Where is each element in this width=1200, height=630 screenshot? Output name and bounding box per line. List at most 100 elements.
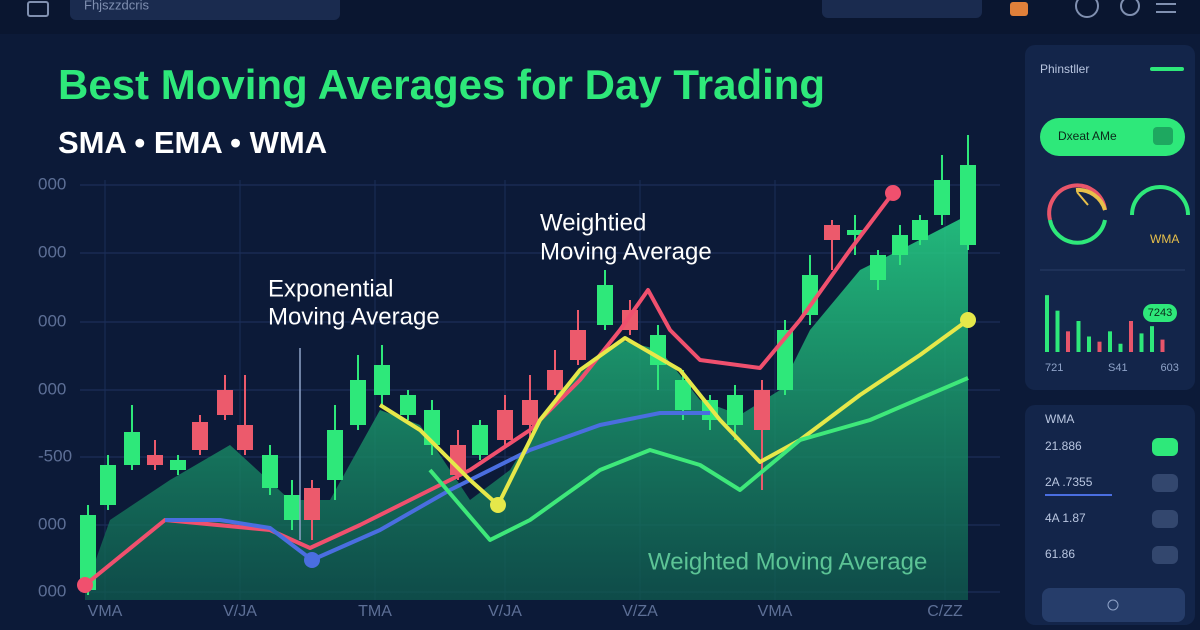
ma-line xyxy=(83,191,895,587)
mini-bar xyxy=(1066,331,1070,352)
mini-label: S41 xyxy=(1108,362,1128,374)
candle-body xyxy=(472,425,488,455)
gauge xyxy=(1130,185,1190,216)
icon[interactable] xyxy=(27,1,49,17)
candle-body xyxy=(892,235,908,255)
candle-body xyxy=(100,465,116,505)
candle-body xyxy=(124,432,140,465)
ma-point xyxy=(885,185,901,201)
search-box[interactable] xyxy=(70,0,340,20)
badge xyxy=(1143,304,1177,322)
y-tick-label: 000 xyxy=(38,242,66,261)
candle-body xyxy=(350,380,366,425)
candle-body xyxy=(192,422,208,450)
y-tick-label: 000 xyxy=(38,514,66,533)
row-label: 4A 1.87 xyxy=(1045,511,1086,525)
y-tick-label: -500 xyxy=(38,446,72,465)
search-text: Fhjszzdcris xyxy=(84,0,150,12)
title: Best Moving Averages for Day Trading xyxy=(58,61,825,108)
candle-body xyxy=(960,165,976,245)
row-label: 21.886 xyxy=(1045,439,1082,453)
x-tick-label: V/JA xyxy=(223,603,257,620)
ma-point xyxy=(304,552,320,568)
toggle[interactable] xyxy=(1150,67,1184,71)
x-tick-label: C/ZZ xyxy=(927,603,963,620)
candle-body xyxy=(870,255,886,280)
ma-line xyxy=(378,318,970,507)
panel-title: Phinstller xyxy=(1040,62,1089,76)
candle-body xyxy=(450,445,466,475)
icon[interactable] xyxy=(1120,0,1140,16)
candle-body xyxy=(327,430,343,480)
candle-body xyxy=(912,220,928,240)
mini-chart: 721 S41 603 7243 xyxy=(1045,295,1179,374)
plot: 000 000 -500 000 000 000 000 VMA V/JA TMA V/JA V/ZA… xyxy=(38,135,1000,620)
mini-bar xyxy=(1150,326,1154,352)
gauge xyxy=(1075,187,1107,211)
x-tick-label: VMA xyxy=(758,603,793,620)
candle-body xyxy=(824,225,840,240)
icon[interactable] xyxy=(1010,2,1028,16)
button-icon xyxy=(1153,127,1173,145)
gauge-label: WMA xyxy=(1150,232,1179,246)
candle-body xyxy=(570,330,586,360)
row-pill xyxy=(1152,546,1178,564)
row-pill xyxy=(1152,438,1178,456)
row-label: 61.86 xyxy=(1045,547,1075,561)
annotation: Weightied xyxy=(540,209,646,236)
annotation: Exponential xyxy=(268,275,393,302)
list-title: WMA xyxy=(1045,412,1074,426)
x-tick-label: V/JA xyxy=(488,603,522,620)
mini-bar xyxy=(1087,336,1091,352)
ma-point xyxy=(960,312,976,328)
candle-body xyxy=(622,310,638,330)
candle-body xyxy=(284,495,300,520)
list: 21.886 2A .7355 4A 1.87 61.86 xyxy=(1045,438,1178,564)
annotation: Moving Average xyxy=(540,238,712,265)
candle-body xyxy=(727,395,743,425)
candle-body xyxy=(847,230,863,235)
candle-body xyxy=(522,400,538,425)
ma-line xyxy=(428,376,969,542)
ma-point xyxy=(490,497,506,513)
ma-point xyxy=(77,577,93,593)
mini-bar xyxy=(1118,343,1123,352)
y-tick-label: 000 xyxy=(38,174,66,193)
search-field[interactable] xyxy=(822,0,982,18)
candle-body xyxy=(675,380,691,410)
candle-body xyxy=(547,370,563,390)
x-tick-label: TMA xyxy=(358,603,392,620)
row-label: 2A .7355 xyxy=(1045,475,1093,489)
button-label: Dxeat AMe xyxy=(1058,129,1117,143)
x-tick-label: V/ZA xyxy=(622,603,658,620)
watermark: Weighted Moving Average xyxy=(648,548,927,575)
mini-label: 721 xyxy=(1045,362,1063,374)
candle-body xyxy=(754,390,770,430)
subtitle: SMA • EMA • WMA xyxy=(58,125,327,160)
annotation: Moving Average xyxy=(268,303,440,330)
y-tick-label: 000 xyxy=(38,581,66,600)
x-tick-label: VMA xyxy=(88,603,123,620)
mini-bar xyxy=(1129,321,1133,352)
icon xyxy=(1107,599,1119,611)
candle-body xyxy=(802,275,818,315)
footer-button[interactable] xyxy=(1042,588,1185,622)
row-pill xyxy=(1152,474,1178,492)
row-pill xyxy=(1152,510,1178,528)
candle-body xyxy=(147,455,163,465)
candle-body xyxy=(400,395,416,415)
candle-body xyxy=(170,460,186,470)
y-tick-label: 000 xyxy=(38,311,66,330)
mini-bar xyxy=(1045,295,1049,352)
side-panel xyxy=(1025,405,1195,625)
button[interactable] xyxy=(1040,118,1185,156)
menu-icon[interactable] xyxy=(1156,3,1176,13)
y-tick-label: 000 xyxy=(38,379,66,398)
candle-body xyxy=(374,365,390,395)
gauge-needle xyxy=(1076,191,1089,206)
candle-body xyxy=(597,285,613,325)
icon[interactable] xyxy=(1075,0,1099,18)
mini-bar xyxy=(1108,331,1112,352)
candle-body xyxy=(80,515,96,590)
